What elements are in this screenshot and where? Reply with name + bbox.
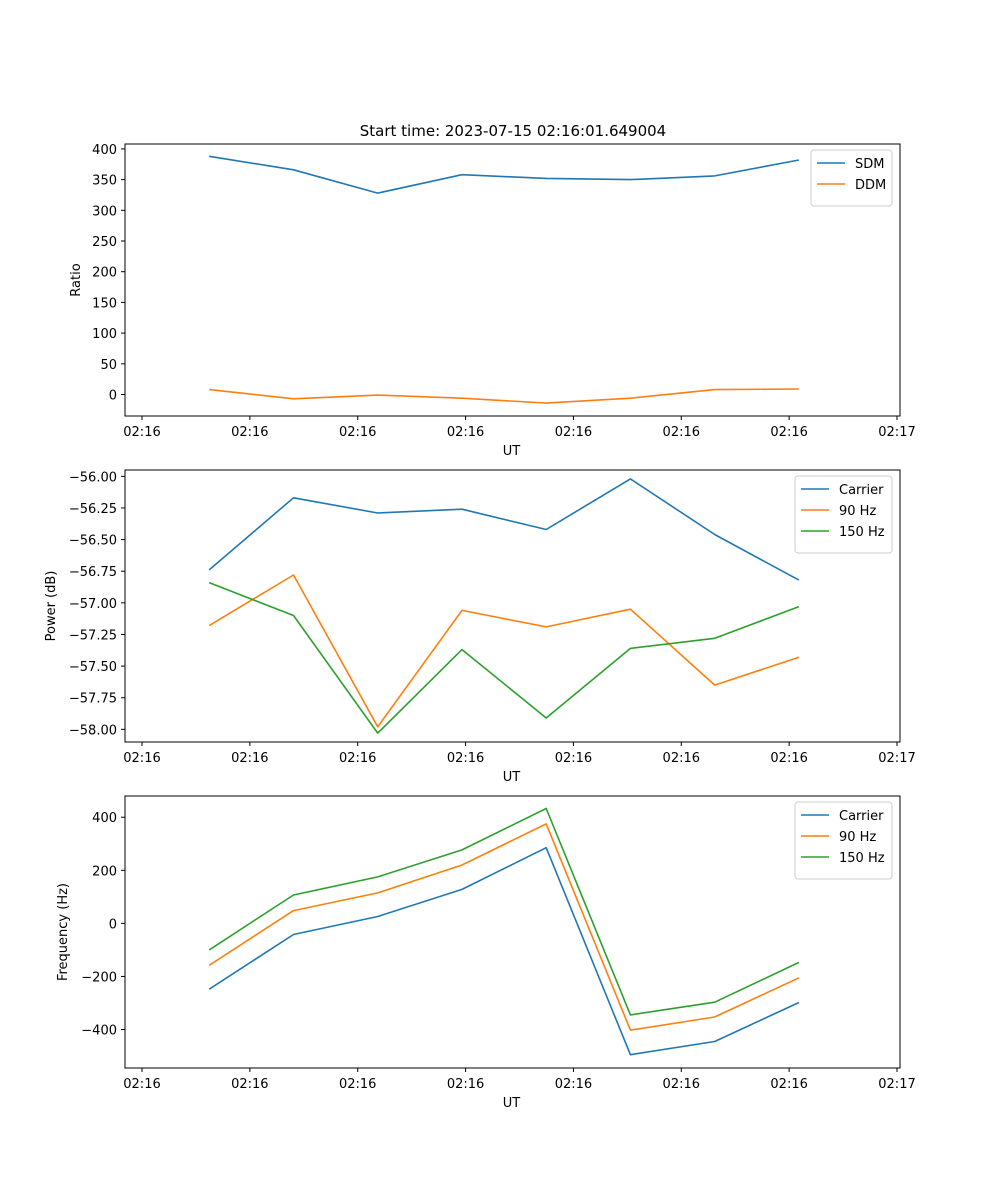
x-tick-label: 02:16	[231, 751, 268, 766]
x-tick-label: 02:16	[555, 751, 592, 766]
x-tick-label: 02:16	[231, 425, 268, 440]
y-tick-label: 200	[92, 266, 117, 281]
axes-frame	[124, 795, 901, 1069]
series-line-90-hz	[208, 574, 800, 728]
series-line-carrier	[208, 478, 800, 581]
legend	[794, 475, 893, 554]
x-tick-label: 02:16	[555, 425, 592, 440]
x-tick-label: 02:17	[878, 425, 915, 440]
x-tick-label: 02:16	[663, 1077, 700, 1092]
series-line-ddm	[209, 388, 799, 404]
x-tick-label: 02:16	[339, 751, 376, 766]
y-tick-label: −57.25	[69, 628, 117, 643]
series-line-sdm	[209, 155, 800, 194]
x-tick-label: 02:16	[447, 425, 484, 440]
legend-label: 150 Hz	[839, 525, 885, 540]
y-tick-label: −400	[81, 1024, 117, 1039]
y-tick-label: 200	[92, 864, 117, 879]
y-tick-label: 150	[92, 296, 117, 311]
x-tick-label: 02:16	[663, 751, 700, 766]
x-tick-label: 02:16	[231, 1077, 268, 1092]
panel-power: −56.00 −56.25 −56.50 −56.75 −57.00 −57.25 −57.…	[44, 469, 916, 785]
x-tick-label: 02:16	[663, 425, 700, 440]
y-tick-label: −56.75	[69, 565, 117, 580]
x-tick-label: 02:16	[555, 1077, 592, 1092]
y-tick-label: −200	[81, 970, 117, 985]
x-tick-label: 02:16	[770, 751, 807, 766]
x-tick-label: 02:16	[123, 1077, 160, 1092]
x-tick-label: 02:16	[339, 425, 376, 440]
axes-frame	[124, 469, 901, 743]
x-axis-label: UT	[503, 770, 521, 785]
legend-label: Carrier	[839, 483, 884, 498]
legend-label: 150 Hz	[839, 851, 885, 866]
y-tick-label: 50	[100, 358, 117, 373]
legend	[794, 801, 893, 880]
x-tick-label: 02:16	[447, 1077, 484, 1092]
y-axis-label: Frequency (Hz)	[56, 883, 71, 981]
panel-ratio: 0 50 100 150 200 250 300 350 400 02:16 02:16 02:16 0…	[69, 143, 916, 459]
y-axis-label: Power (dB)	[44, 571, 59, 642]
legend-label: SDM	[855, 157, 884, 172]
series-line-150-hz	[208, 807, 800, 1016]
y-tick-label: 0	[109, 389, 117, 404]
x-tick-label: 02:16	[447, 751, 484, 766]
series-line-90-hz	[208, 823, 800, 1031]
series-line-150-hz	[208, 581, 800, 734]
y-tick-label: −57.50	[69, 660, 117, 675]
x-axis-label: UT	[503, 1096, 521, 1111]
y-tick-label: −56.50	[69, 534, 117, 549]
y-tick-label: 0	[109, 917, 117, 932]
y-tick-label: −57.75	[69, 692, 117, 707]
y-tick-label: 350	[92, 174, 117, 189]
legend	[810, 149, 893, 207]
x-tick-label: 02:17	[878, 1077, 915, 1092]
axes-frame	[124, 143, 901, 417]
panel-frequency: −400 −200 0 200 400 02:16 02:16 02:16 02:16 02:16…	[56, 795, 916, 1111]
x-tick-label: 02:16	[123, 425, 160, 440]
x-tick-label: 02:16	[339, 1077, 376, 1092]
legend-label: Carrier	[839, 809, 884, 824]
y-tick-label: 300	[92, 204, 117, 219]
x-tick-label: 02:17	[878, 751, 915, 766]
x-tick-label: 02:16	[770, 425, 807, 440]
y-axis-label: Ratio	[69, 263, 84, 296]
x-tick-label: 02:16	[770, 1077, 807, 1092]
y-tick-label: 100	[92, 327, 117, 342]
x-axis-label: UT	[503, 444, 521, 459]
y-tick-label: −56.25	[69, 502, 117, 517]
legend-label: DDM	[855, 178, 886, 193]
y-tick-label: 400	[92, 811, 117, 826]
figure-title: Start time: 2023-07-15 02:16:01.649004	[360, 122, 666, 140]
x-tick-label: 02:16	[123, 751, 160, 766]
legend-label: 90 Hz	[839, 504, 876, 519]
y-tick-label: 400	[92, 143, 117, 158]
series-line-carrier	[208, 846, 800, 1056]
y-tick-label: −58.00	[69, 723, 117, 738]
y-tick-label: 250	[92, 235, 117, 250]
legend-label: 90 Hz	[839, 830, 876, 845]
y-tick-label: −56.00	[69, 470, 117, 485]
y-tick-label: −57.00	[69, 597, 117, 612]
